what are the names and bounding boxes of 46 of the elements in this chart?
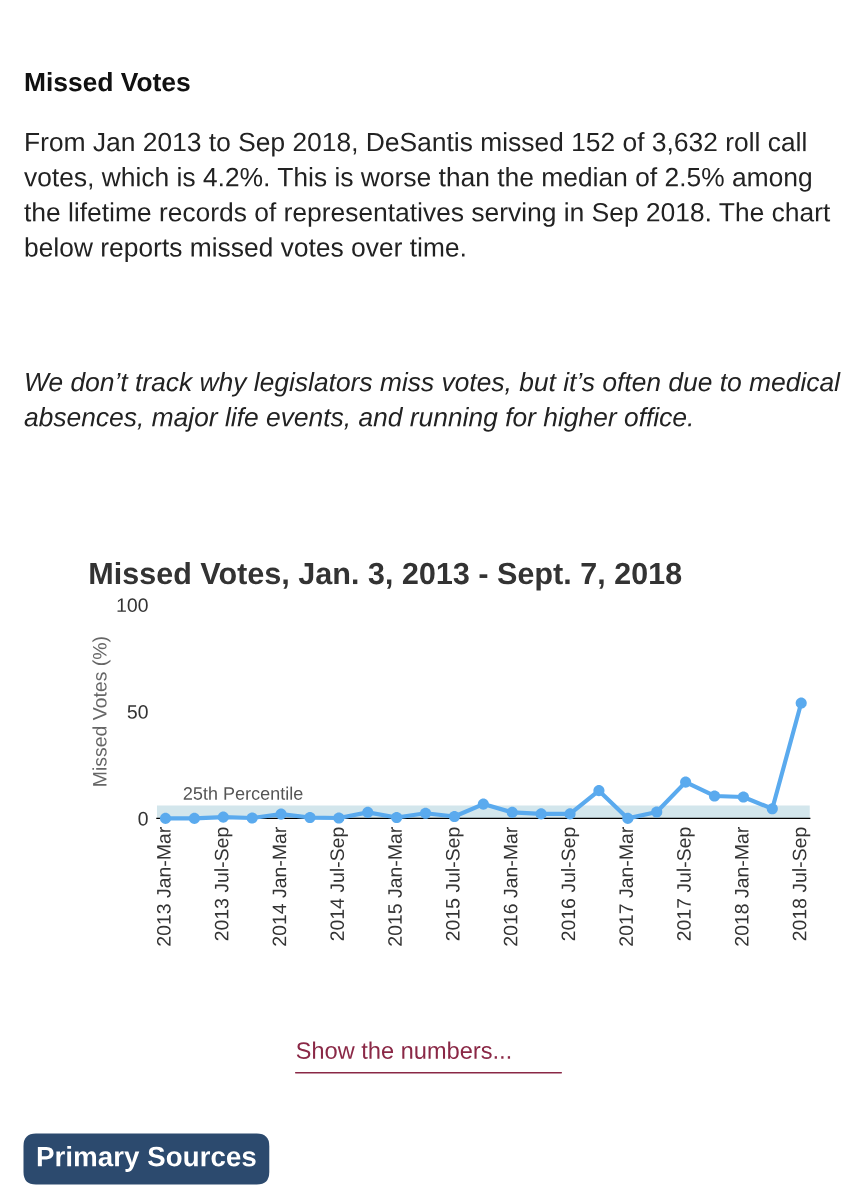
point bbox=[651, 806, 663, 818]
x-tick-label: 2016 Jan-Mar bbox=[503, 827, 518, 946]
x-tick-label: 2017 Jul-Sep bbox=[676, 827, 695, 941]
point bbox=[564, 808, 576, 820]
y-tick-label: 0 bbox=[138, 811, 148, 826]
point bbox=[159, 812, 172, 824]
point bbox=[304, 811, 316, 824]
point bbox=[275, 808, 287, 820]
point bbox=[737, 791, 749, 803]
point bbox=[448, 810, 461, 823]
point bbox=[477, 798, 489, 810]
point bbox=[622, 812, 634, 824]
x-tick-label: 2013 Jan-Mar bbox=[156, 827, 171, 946]
x-tick-label: 2018 Jul-Sep bbox=[792, 827, 811, 941]
point bbox=[506, 806, 518, 818]
text: Show the numbers... bbox=[296, 1041, 511, 1059]
x-tick-label: 2015 Jul-Sep bbox=[445, 827, 464, 941]
point bbox=[188, 812, 200, 824]
text: Primary Sources bbox=[37, 1146, 256, 1172]
point bbox=[766, 803, 778, 815]
x-tick-label: 2013 Jul-Sep bbox=[214, 827, 233, 941]
text: Missed Votes bbox=[25, 72, 190, 92]
point bbox=[217, 811, 229, 823]
point bbox=[391, 811, 403, 824]
x-tick-label: 2015 Jan-Mar bbox=[388, 827, 402, 946]
band-label: 25th Percentile bbox=[183, 786, 303, 800]
point bbox=[333, 812, 345, 824]
x-tick-label: 2017 Jan-Mar bbox=[619, 827, 634, 946]
x-tick-label: 2014 Jul-Sep bbox=[329, 827, 348, 941]
point bbox=[593, 785, 605, 797]
text: From Jan 2013 to Sep 2018, DeSantis missed 152 of 3,632 roll call votes, which is 4.2%. This is worse than the median of 2.5% among the lifetime records of representatives serving in Sep 2018. The chart below reports missed votes over time. bbox=[24, 132, 831, 262]
x-tick-label: 2014 Jan-Mar bbox=[272, 827, 287, 946]
x-tick-label: 2018 Jan-Mar bbox=[734, 827, 749, 946]
x-tick-label: 2016 Jul-Sep bbox=[560, 827, 580, 941]
point bbox=[680, 776, 692, 788]
point bbox=[708, 790, 721, 802]
y-tick-label: 100 bbox=[117, 598, 148, 613]
point bbox=[795, 697, 807, 709]
y-tick-label: 50 bbox=[127, 705, 148, 719]
point bbox=[246, 812, 258, 824]
point bbox=[535, 808, 547, 820]
point bbox=[420, 807, 432, 819]
point bbox=[362, 806, 374, 818]
y-axis-title: Missed Votes (%) bbox=[92, 637, 111, 786]
chart-title: Missed Votes, Jan. 3, 2013 - Sept. 7, 2018 bbox=[90, 561, 682, 591]
text: We don’t track why legislators miss votes, but it’s often due to medical absences, major life events, and running for higher office. bbox=[24, 372, 841, 432]
